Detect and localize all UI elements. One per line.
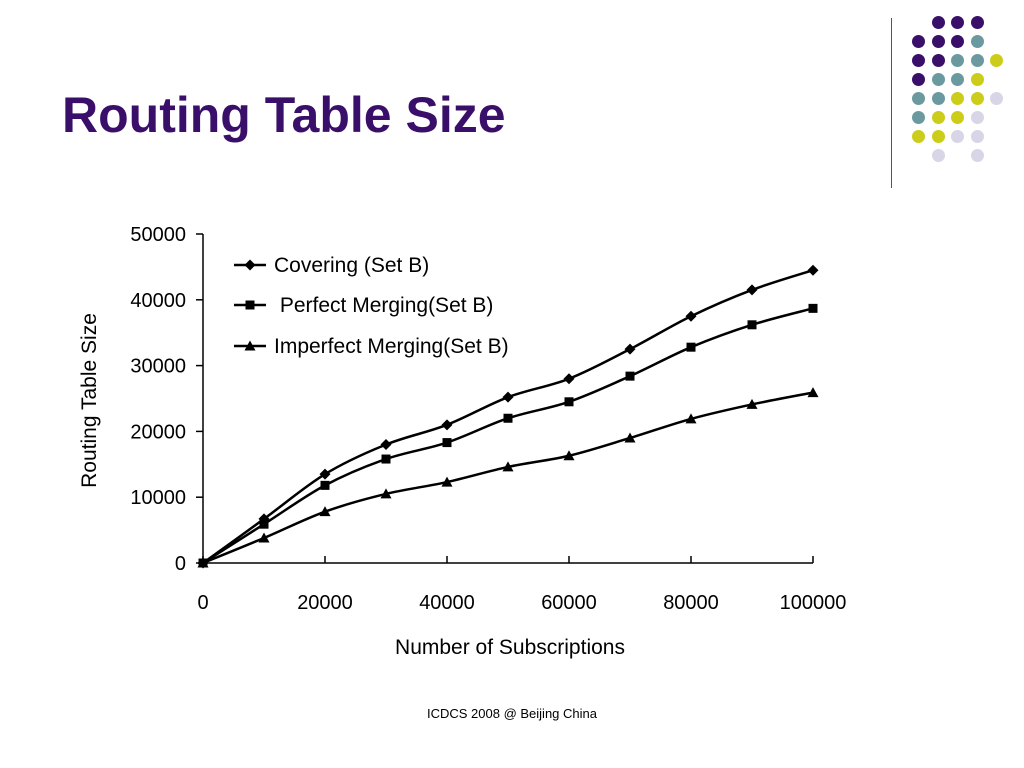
series-1-point [746, 284, 758, 296]
series-3-point [319, 506, 331, 517]
y-tick-label: 20000 [130, 421, 186, 443]
series-1-point [807, 264, 819, 276]
series-1-point [319, 468, 331, 480]
series-3-point [807, 387, 819, 398]
y-tick-label: 50000 [130, 224, 186, 246]
x-tick-label: 40000 [419, 592, 475, 614]
series-1-point [441, 419, 453, 431]
series-2-point [625, 371, 635, 381]
slide-title: Routing Table Size [62, 87, 506, 143]
y-tick-label: 40000 [130, 290, 186, 312]
series-2-point [381, 454, 391, 464]
series-1-point [502, 391, 514, 403]
series-1-point [563, 373, 575, 385]
legend-label-2: Perfect Merging(Set B) [274, 294, 493, 317]
series-3-point [258, 532, 270, 543]
title-divider-line [891, 18, 892, 188]
legend-marker-2 [245, 300, 255, 310]
series-3-point [502, 461, 514, 472]
series-2-point [686, 342, 696, 352]
series-3-point [441, 476, 453, 487]
x-tick-label: 20000 [297, 592, 353, 614]
legend-marker-3 [244, 340, 256, 351]
series-2-point [747, 320, 757, 330]
y-tick-label: 10000 [130, 487, 186, 509]
series-2-point [442, 438, 452, 448]
x-axis-label: Number of Subscriptions [395, 636, 625, 659]
x-tick-label: 0 [197, 592, 208, 614]
series-3-point [563, 450, 575, 461]
series-2-point [320, 480, 330, 490]
legend-marker-1 [244, 259, 256, 271]
series-1-point [685, 310, 697, 322]
routing-table-size-chart: 0 10000 20000 30000 40000 50000 0 20000 40000 600… [78, 224, 847, 659]
y-tick-label: 0 [175, 553, 186, 575]
y-tick-label: 30000 [130, 356, 186, 378]
series-3-point [685, 413, 697, 424]
series-1-point [624, 343, 636, 355]
x-tick-label: 60000 [541, 592, 597, 614]
x-tick-label: 100000 [780, 592, 847, 614]
series-3-point [624, 432, 636, 443]
y-axis-label: Routing Table Size [78, 313, 101, 488]
series-3-point [197, 557, 209, 568]
series-2-point [564, 397, 574, 407]
series-3-point [380, 488, 392, 499]
series-2-point [503, 413, 513, 423]
legend-label-3: Imperfect Merging(Set B) [274, 335, 509, 358]
series-3-point [746, 398, 758, 409]
slide-footer: ICDCS 2008 @ Beijing China [426, 706, 597, 721]
legend-label-1: Covering (Set B) [274, 254, 429, 277]
series-1-point [380, 439, 392, 451]
x-tick-label: 80000 [663, 592, 719, 614]
series-2-point [808, 303, 818, 313]
series-2-point [259, 519, 269, 529]
